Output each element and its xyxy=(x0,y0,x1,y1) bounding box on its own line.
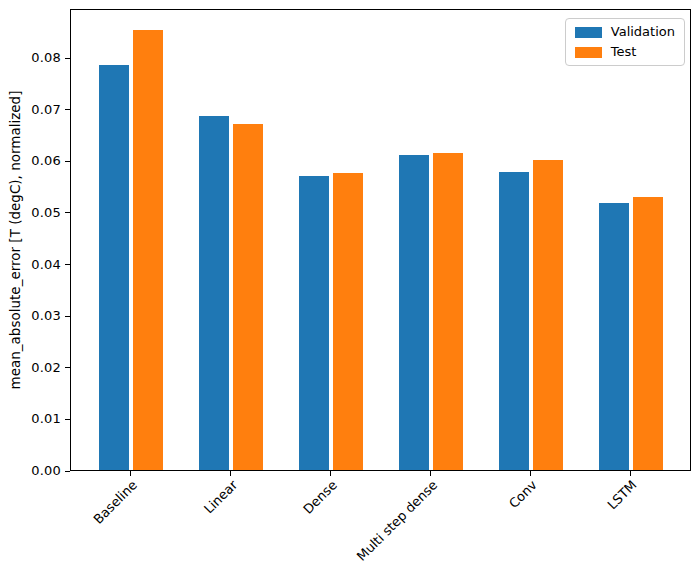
legend-swatch xyxy=(575,27,602,38)
bar-test-lstm xyxy=(633,197,663,470)
x-axis-tick-label-conv: Conv xyxy=(507,478,540,511)
x-axis-tick xyxy=(630,471,631,476)
y-axis-tick xyxy=(65,264,70,265)
x-axis-tick-label-dense: Dense xyxy=(301,478,340,517)
legend-label: Validation xyxy=(611,25,675,39)
figure: mean_absolute_error [T (degC), normalize… xyxy=(0,0,700,582)
legend: Validation Test xyxy=(565,18,685,66)
bar-validation-baseline xyxy=(99,65,129,470)
y-axis-tick-label: 0.01 xyxy=(0,412,61,426)
bar-test-linear xyxy=(233,124,263,470)
y-axis-tick xyxy=(65,471,70,472)
legend-swatch xyxy=(575,47,602,58)
legend-item-test: Test xyxy=(575,45,675,59)
x-axis-tick-label-linear: Linear xyxy=(201,478,239,516)
x-axis-tick xyxy=(130,471,131,476)
y-axis-tick-label: 0.03 xyxy=(0,309,61,323)
x-axis-tick-label-multi-step-dense: Multi step dense xyxy=(354,478,440,564)
x-axis-tick-label-baseline: Baseline xyxy=(91,478,140,527)
bar-validation-dense xyxy=(299,176,329,470)
y-axis-tick-label: 0.07 xyxy=(0,103,61,117)
y-axis-tick-label: 0.04 xyxy=(0,258,61,272)
bar-validation-conv xyxy=(499,172,529,470)
y-axis-tick xyxy=(65,419,70,420)
legend-label: Test xyxy=(611,45,637,59)
y-axis-tick xyxy=(65,367,70,368)
y-axis-title: mean_absolute_error [T (degC), normalize… xyxy=(7,91,23,390)
y-axis-tick-label: 0.02 xyxy=(0,361,61,375)
y-axis-tick-label: 0.05 xyxy=(0,206,61,220)
bar-validation-multi-step-dense xyxy=(399,155,429,470)
y-axis-tick xyxy=(65,161,70,162)
bar-validation-linear xyxy=(199,116,229,470)
y-axis-tick-label: 0.00 xyxy=(0,464,61,478)
bar-test-baseline xyxy=(133,30,163,470)
y-axis-tick xyxy=(65,316,70,317)
bar-test-conv xyxy=(533,160,563,470)
x-axis-tick xyxy=(530,471,531,476)
y-axis-tick xyxy=(65,212,70,213)
x-axis-tick xyxy=(330,471,331,476)
legend-item-validation: Validation xyxy=(575,25,675,39)
y-axis-tick xyxy=(65,58,70,59)
y-axis-tick xyxy=(65,109,70,110)
x-axis-tick xyxy=(430,471,431,476)
y-axis-tick-label: 0.06 xyxy=(0,154,61,168)
bar-test-dense xyxy=(333,173,363,470)
x-axis-tick xyxy=(230,471,231,476)
bar-test-multi-step-dense xyxy=(433,153,463,471)
bar-validation-lstm xyxy=(599,203,629,470)
x-axis-tick-label-lstm: LSTM xyxy=(605,478,639,512)
plot-area: Validation Test xyxy=(70,9,691,471)
y-axis-tick-label: 0.08 xyxy=(0,51,61,65)
